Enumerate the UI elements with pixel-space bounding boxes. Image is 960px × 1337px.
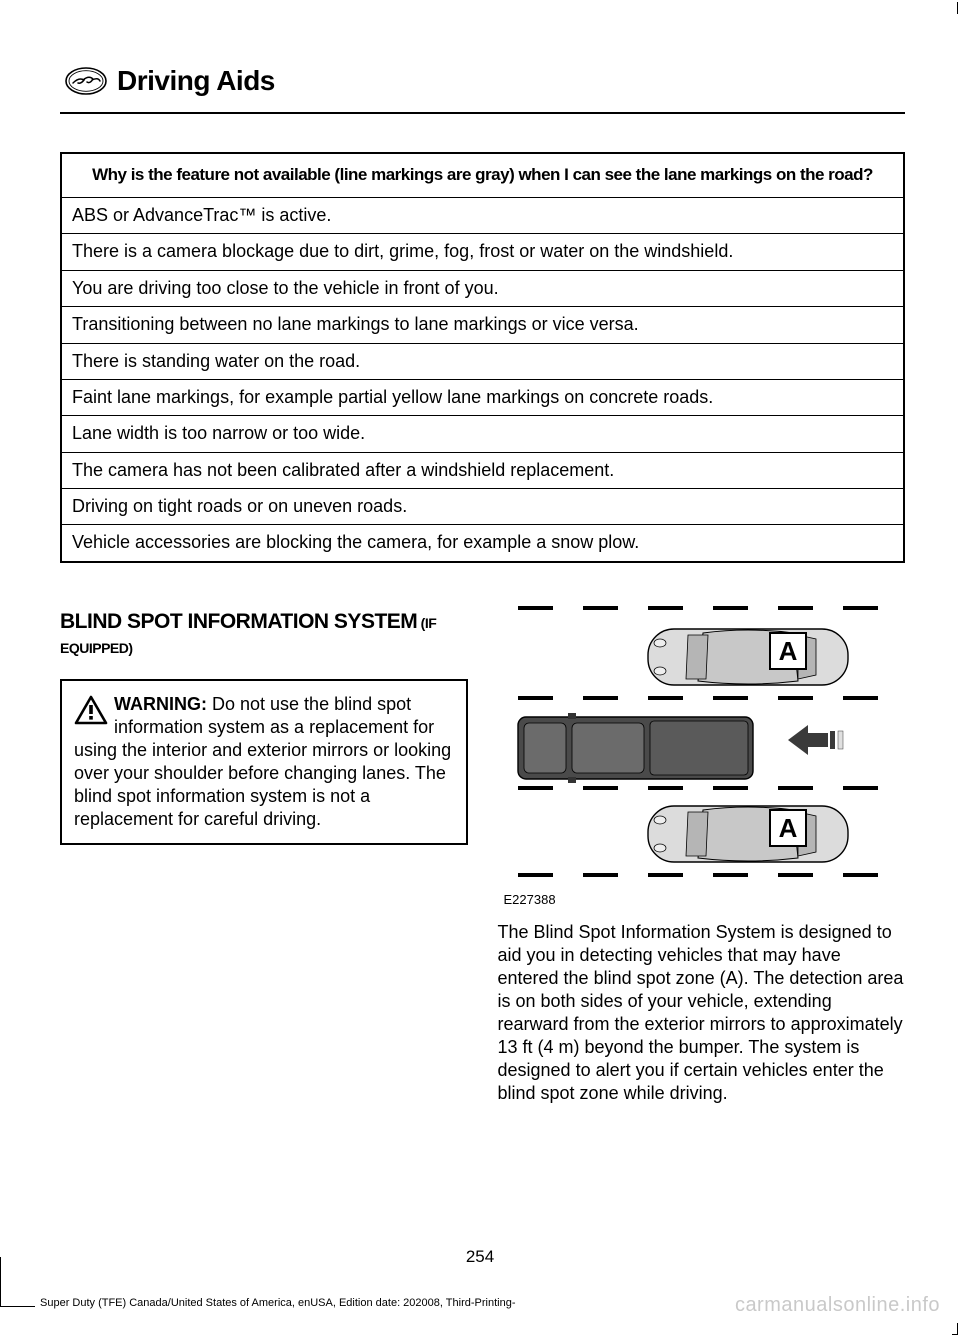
page-number: 254 <box>0 1247 960 1267</box>
table-row: You are driving too close to the vehicle… <box>61 270 904 306</box>
table-row: ABS or AdvanceTrac™ is active. <box>61 197 904 233</box>
crop-mark <box>952 1323 958 1335</box>
warning-text: Do not use the blind spot information sy… <box>74 694 451 829</box>
table-row: Transitioning between no lane markings t… <box>61 307 904 343</box>
footer-edition: Super Duty (TFE) Canada/United States of… <box>40 1297 515 1309</box>
table-row: Vehicle accessories are blocking the cam… <box>61 525 904 562</box>
chapter-title: Driving Aids <box>117 65 275 97</box>
diagram-caption: E227388 <box>504 892 906 907</box>
chapter-header: Driving Aids <box>60 60 905 102</box>
diagram-label-a-top: A <box>778 636 797 666</box>
footer-watermark: carmanualsonline.info <box>735 1294 940 1317</box>
table-row: The camera has not been calibrated after… <box>61 452 904 488</box>
header-divider <box>60 112 905 114</box>
section-heading: BLIND SPOT INFORMATION SYSTEM (IF EQUIPP… <box>60 609 468 659</box>
table-row: Faint lane markings, for example partial… <box>61 379 904 415</box>
warning-box: WARNING: Do not use the blind spot infor… <box>60 679 468 845</box>
table-row: Lane width is too narrow or too wide. <box>61 416 904 452</box>
table-row: There is standing water on the road. <box>61 343 904 379</box>
body-paragraph: The Blind Spot Information System is des… <box>498 921 906 1105</box>
blind-spot-diagram: A <box>498 593 906 907</box>
troubleshoot-table: Why is the feature not available (line m… <box>60 152 905 563</box>
crop-mark <box>0 1257 35 1307</box>
ford-oval-logo-icon <box>65 60 107 102</box>
direction-arrow-icon <box>788 725 843 755</box>
diagram-label-a-bottom: A <box>778 813 797 843</box>
crop-mark <box>952 2 958 14</box>
section-heading-main: BLIND SPOT INFORMATION SYSTEM <box>60 610 417 633</box>
warning-label: WARNING: <box>114 694 212 714</box>
warning-triangle-icon <box>74 695 108 725</box>
table-row: There is a camera blockage due to dirt, … <box>61 234 904 270</box>
table-header: Why is the feature not available (line m… <box>61 153 904 197</box>
table-row: Driving on tight roads or on uneven road… <box>61 489 904 525</box>
